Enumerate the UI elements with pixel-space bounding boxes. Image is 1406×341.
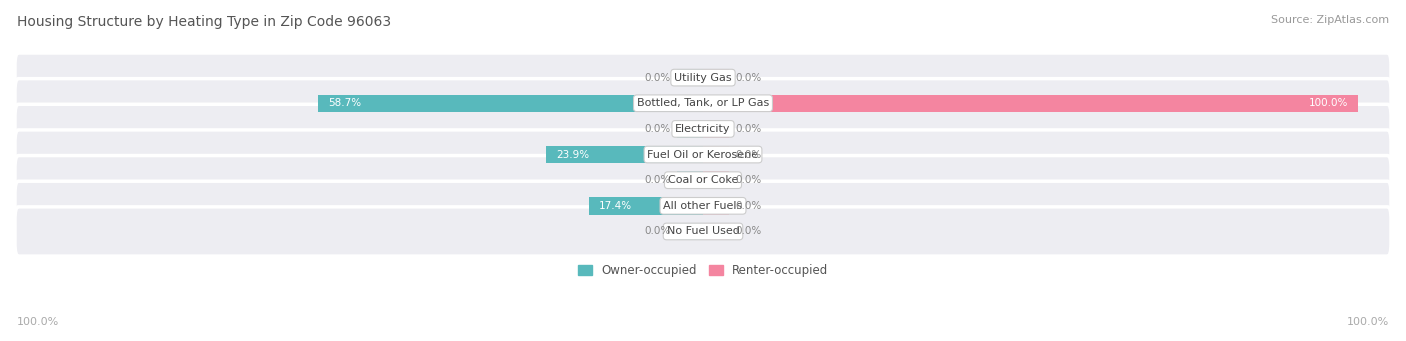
Text: Housing Structure by Heating Type in Zip Code 96063: Housing Structure by Heating Type in Zip… bbox=[17, 15, 391, 29]
Bar bbox=[703, 120, 730, 138]
Text: 0.0%: 0.0% bbox=[735, 201, 762, 211]
Text: 0.0%: 0.0% bbox=[644, 73, 671, 83]
Text: No Fuel Used: No Fuel Used bbox=[666, 226, 740, 236]
Text: All other Fuels: All other Fuels bbox=[664, 201, 742, 211]
FancyBboxPatch shape bbox=[15, 181, 1391, 231]
Text: 23.9%: 23.9% bbox=[557, 150, 589, 160]
Bar bbox=[676, 120, 703, 138]
Text: 0.0%: 0.0% bbox=[735, 226, 762, 236]
Text: 58.7%: 58.7% bbox=[328, 98, 361, 108]
Text: 0.0%: 0.0% bbox=[735, 150, 762, 160]
Text: Fuel Oil or Kerosene: Fuel Oil or Kerosene bbox=[647, 150, 759, 160]
Text: 0.0%: 0.0% bbox=[735, 73, 762, 83]
Bar bbox=[703, 146, 730, 163]
Text: Source: ZipAtlas.com: Source: ZipAtlas.com bbox=[1271, 15, 1389, 25]
FancyBboxPatch shape bbox=[15, 207, 1391, 256]
Legend: Owner-occupied, Renter-occupied: Owner-occupied, Renter-occupied bbox=[572, 259, 834, 282]
Bar bbox=[703, 94, 1358, 112]
Text: 100.0%: 100.0% bbox=[17, 317, 59, 327]
FancyBboxPatch shape bbox=[15, 130, 1391, 179]
Text: Bottled, Tank, or LP Gas: Bottled, Tank, or LP Gas bbox=[637, 98, 769, 108]
FancyBboxPatch shape bbox=[15, 104, 1391, 153]
Text: 100.0%: 100.0% bbox=[1347, 317, 1389, 327]
Text: 0.0%: 0.0% bbox=[644, 175, 671, 185]
FancyBboxPatch shape bbox=[15, 53, 1391, 102]
Text: Coal or Coke: Coal or Coke bbox=[668, 175, 738, 185]
Text: 0.0%: 0.0% bbox=[735, 124, 762, 134]
Bar bbox=[676, 69, 703, 86]
Text: Electricity: Electricity bbox=[675, 124, 731, 134]
Bar bbox=[589, 197, 703, 214]
Bar bbox=[703, 197, 730, 214]
Text: 0.0%: 0.0% bbox=[644, 124, 671, 134]
Bar bbox=[318, 94, 703, 112]
Text: 0.0%: 0.0% bbox=[644, 226, 671, 236]
Text: 0.0%: 0.0% bbox=[735, 175, 762, 185]
Bar bbox=[676, 172, 703, 189]
Bar bbox=[676, 223, 703, 240]
Text: 17.4%: 17.4% bbox=[599, 201, 631, 211]
Text: 100.0%: 100.0% bbox=[1309, 98, 1348, 108]
Text: Utility Gas: Utility Gas bbox=[675, 73, 731, 83]
FancyBboxPatch shape bbox=[15, 155, 1391, 205]
Bar bbox=[547, 146, 703, 163]
Bar bbox=[703, 69, 730, 86]
Bar bbox=[703, 223, 730, 240]
Bar bbox=[703, 172, 730, 189]
FancyBboxPatch shape bbox=[15, 79, 1391, 128]
